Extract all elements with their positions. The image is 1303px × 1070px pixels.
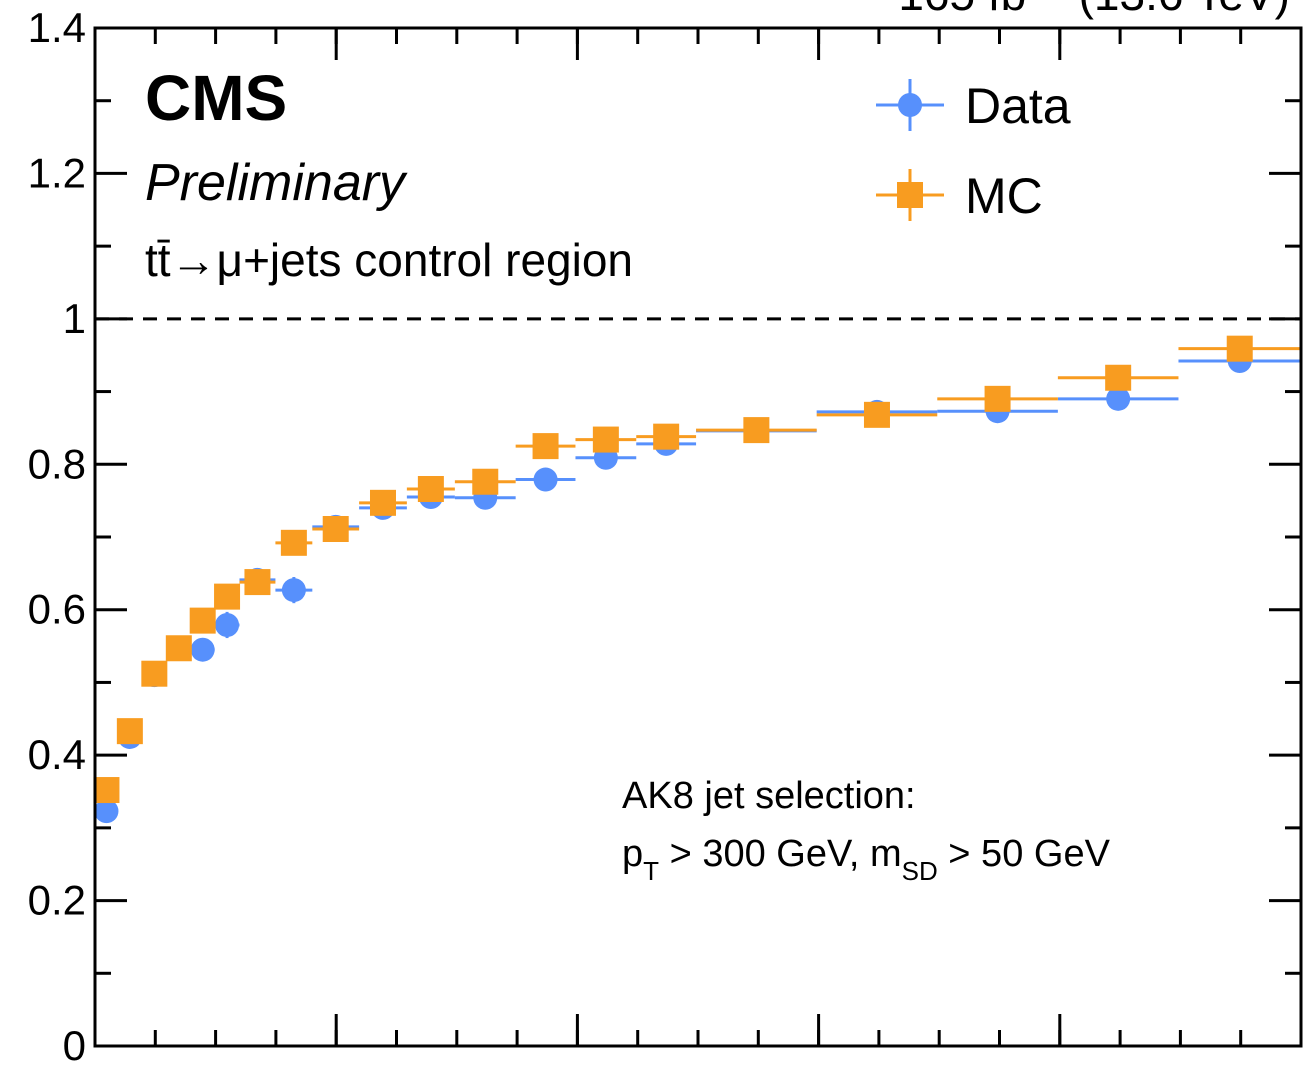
data-point xyxy=(190,637,215,662)
data-point xyxy=(281,578,306,603)
y-tick-label: 1.2 xyxy=(28,149,86,196)
y-tick-label: 1.4 xyxy=(28,4,86,51)
data-point xyxy=(1226,335,1253,362)
plot-frame xyxy=(93,26,1303,1048)
y-tick-label: 0.2 xyxy=(28,877,86,924)
text-part: p xyxy=(622,833,643,875)
data-point xyxy=(244,569,271,596)
data-point xyxy=(863,401,890,428)
data-point xyxy=(93,777,120,804)
data-point xyxy=(653,423,680,450)
legend-marker xyxy=(898,93,922,117)
lumi-label: 165 fb⁻¹ (13.6 TeV) xyxy=(898,0,1290,20)
data-point xyxy=(1105,364,1132,391)
data-point xyxy=(189,607,216,634)
text-part: > 300 GeV, m xyxy=(659,833,902,875)
y-tick-label: 0.8 xyxy=(28,440,86,487)
data-point xyxy=(116,718,143,745)
y-tick-label: 0 xyxy=(63,1022,86,1069)
data-point xyxy=(417,476,444,503)
y-tick-label: 0.6 xyxy=(28,586,86,633)
text-part: > 50 GeV xyxy=(938,833,1111,875)
data-point xyxy=(215,612,240,637)
data-point xyxy=(94,799,119,824)
status-label: Preliminary xyxy=(145,154,408,212)
data-point xyxy=(743,417,770,444)
subscript: SD xyxy=(902,856,938,886)
data-point xyxy=(369,489,396,516)
data-point xyxy=(984,385,1011,412)
data-point xyxy=(472,468,499,495)
y-tick-label: 1 xyxy=(63,295,86,342)
legend-label: MC xyxy=(965,168,1043,224)
data-point xyxy=(141,660,168,687)
legend-marker xyxy=(897,182,923,208)
legend-label: Data xyxy=(965,78,1071,134)
data-point xyxy=(533,467,558,492)
data-point xyxy=(165,635,192,662)
subscript: T xyxy=(643,856,659,886)
data-point xyxy=(280,529,307,556)
region-label: tt̄→μ+jets control region xyxy=(145,234,633,286)
data-point xyxy=(532,433,559,460)
data-point xyxy=(322,516,349,543)
selection-cuts: pT > 300 GeV, mSD > 50 GeV xyxy=(622,833,1111,886)
data-point xyxy=(1106,386,1131,411)
selection-title: AK8 jet selection: xyxy=(622,775,916,817)
data-point xyxy=(592,426,619,453)
data-point xyxy=(214,583,241,610)
y-tick-label: 0.4 xyxy=(28,731,86,778)
experiment-label: CMS xyxy=(145,62,287,134)
